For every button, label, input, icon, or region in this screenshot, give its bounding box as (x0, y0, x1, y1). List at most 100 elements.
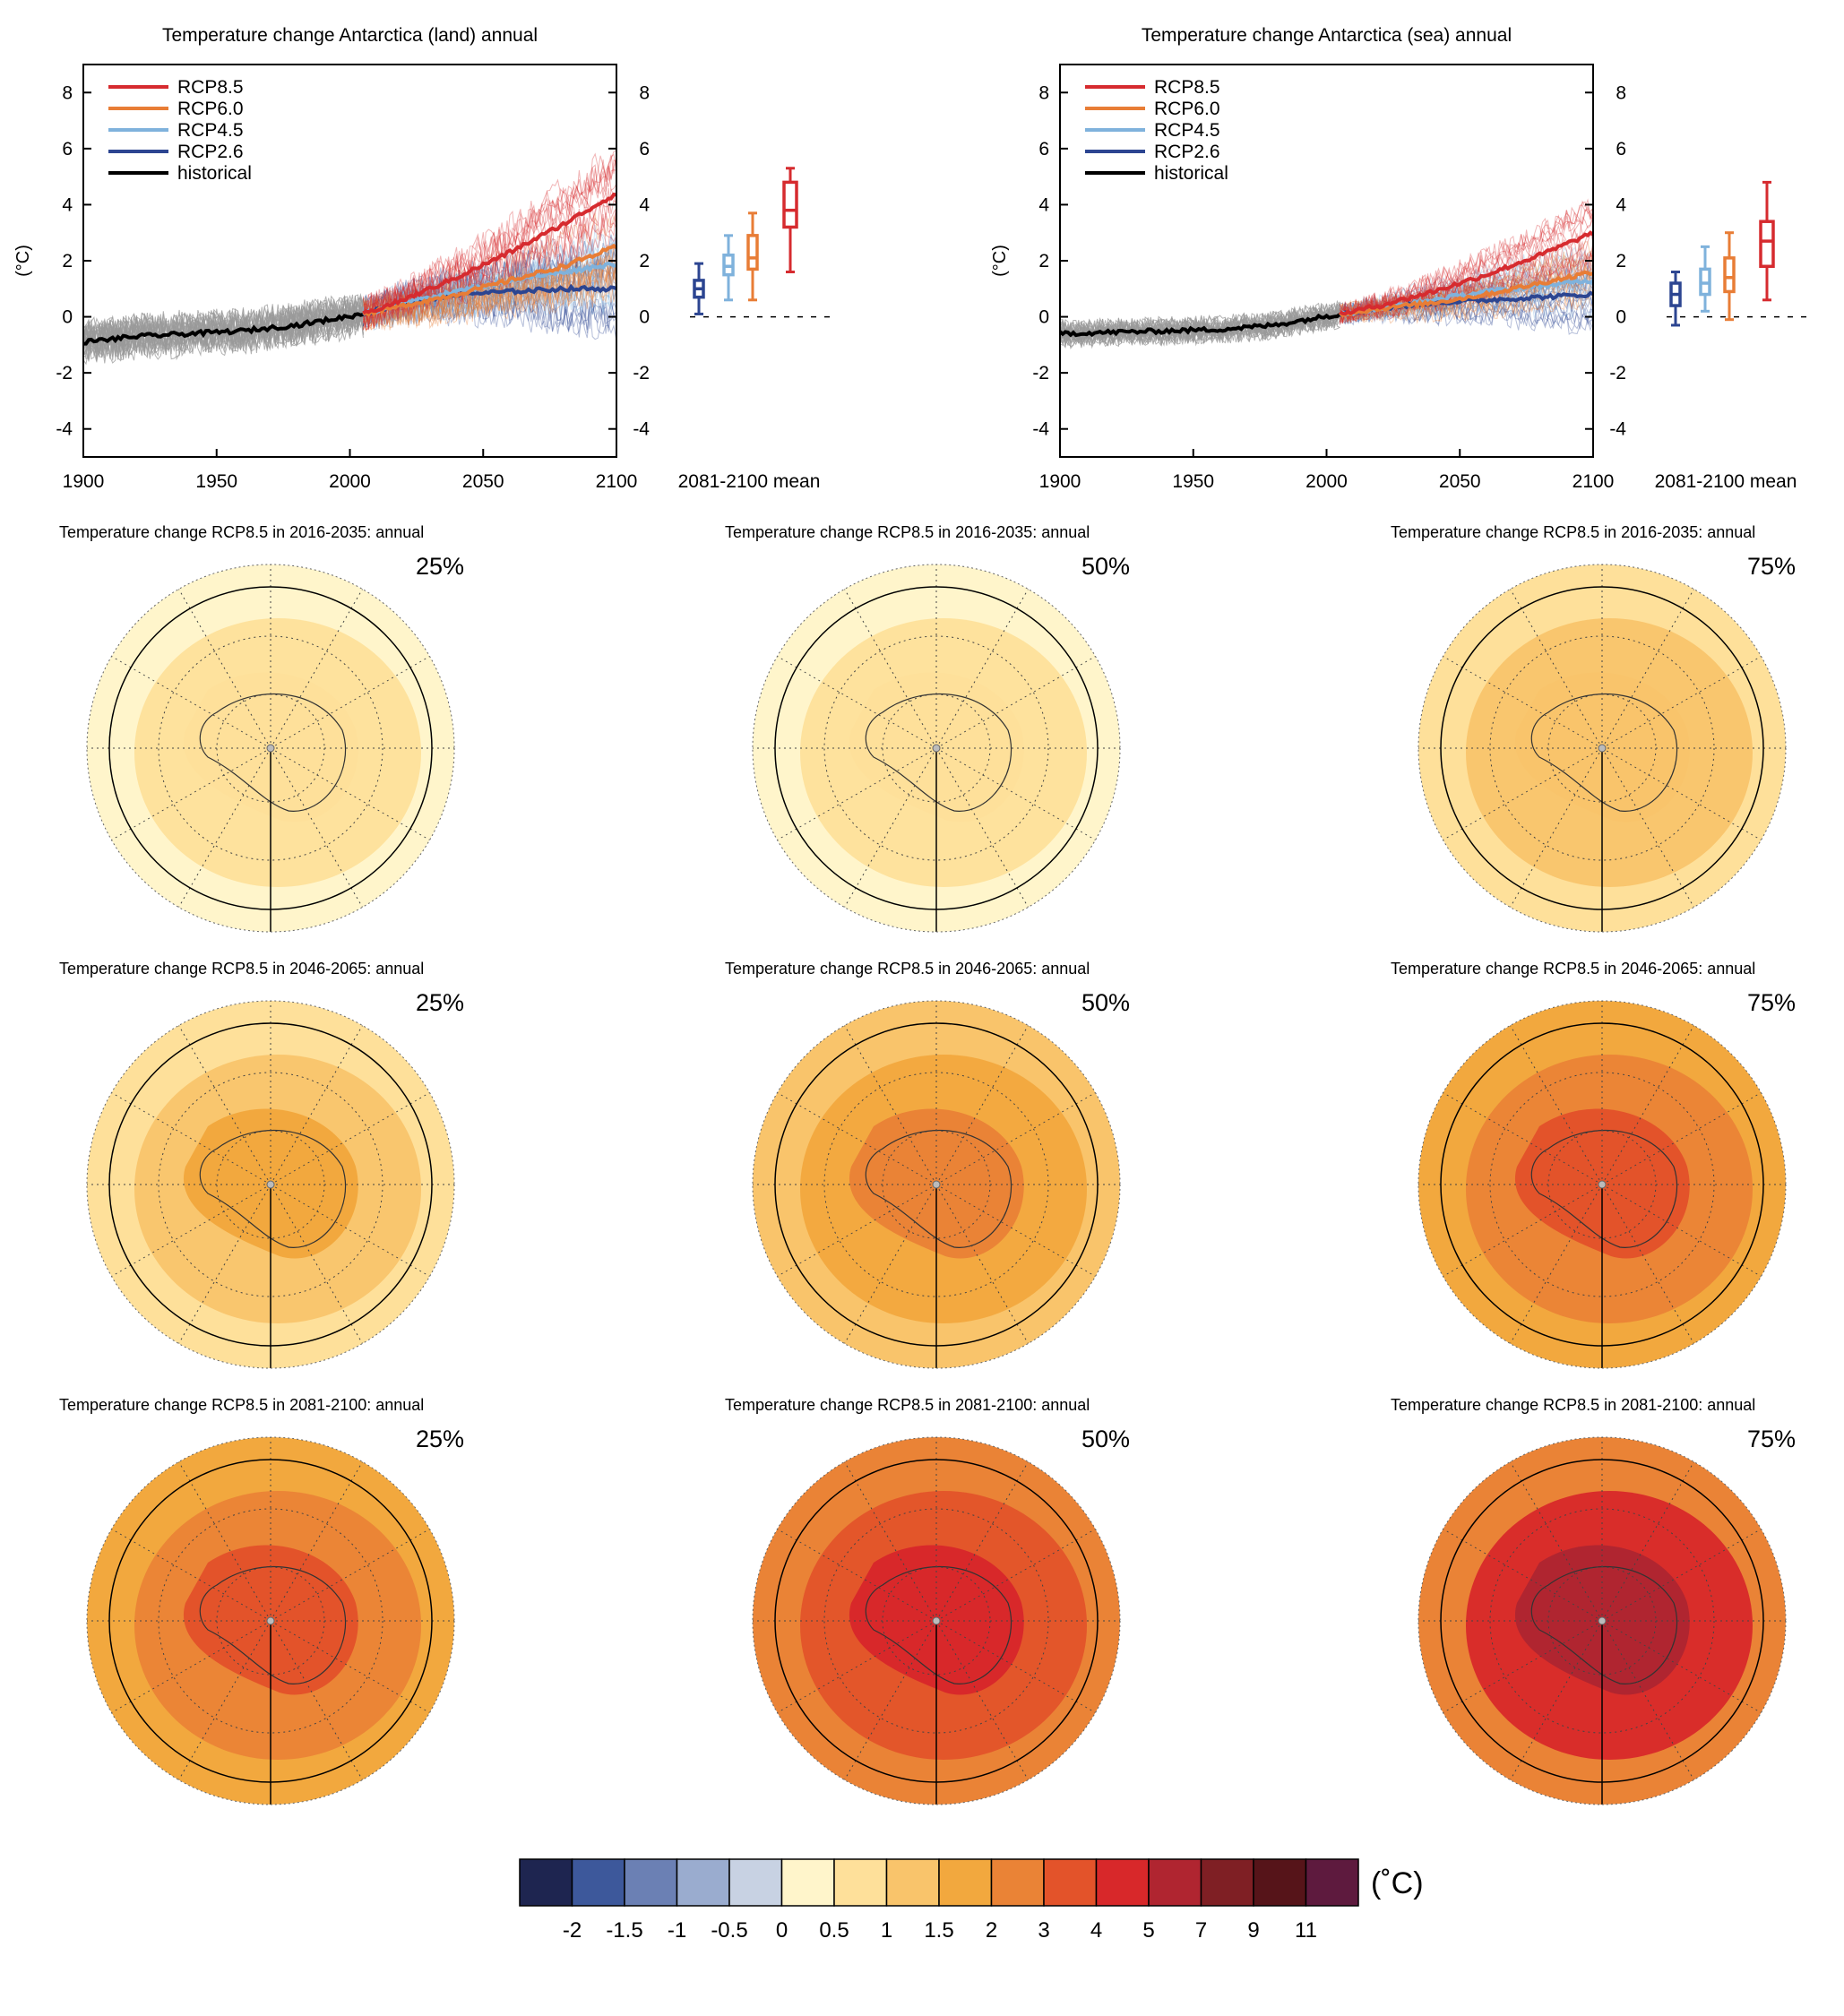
meridian-line (935, 1620, 1029, 1780)
model-line-rcp60 (362, 254, 616, 326)
meridian-line (935, 1184, 1096, 1277)
reference-circle (108, 1459, 433, 1783)
colorbar-label: 9 (1247, 1918, 1259, 1943)
y-tick-label-right: 2 (639, 251, 650, 271)
map-panel: Temperature change RCP8.5 in 2016-2035: … (1331, 506, 1844, 945)
meridian-line (111, 1620, 271, 1713)
y-tick-label-right: -2 (633, 363, 650, 383)
meridian-line (1510, 1461, 1603, 1622)
meridian-line (111, 656, 271, 749)
meridian-line (844, 1620, 937, 1780)
latitude-circle (823, 635, 1049, 861)
y-axis-label: (°C) (13, 245, 33, 277)
map-percentile: 25% (416, 553, 464, 580)
meridian-line (1443, 656, 1603, 749)
y-tick-label-right: 4 (1616, 194, 1626, 215)
map-border (86, 564, 455, 933)
sea-timeseries-panel: Temperature change Antarctica (sea) annu… (977, 0, 1844, 502)
model-line-rcp85 (363, 153, 616, 324)
pole-marker (932, 1616, 941, 1625)
model-line-historical (1060, 310, 1340, 349)
polar-map: Temperature change RCP8.5 in 2081-2100: … (59, 1396, 464, 1805)
y-tick-label-left: -2 (1032, 363, 1049, 383)
reference-circle (1440, 586, 1764, 910)
model-line-rcp60 (362, 271, 616, 332)
reference-circle (1440, 1459, 1764, 1783)
antarctica-outline (199, 1129, 347, 1248)
meridian-line (777, 656, 937, 749)
antarctica-outline (199, 1565, 347, 1684)
model-line-rcp85 (362, 187, 616, 322)
y-tick-label-right: 0 (1616, 307, 1626, 328)
y-tick-label-left: -4 (1032, 419, 1049, 440)
x-tick-label: 1950 (195, 471, 237, 492)
meridian-line (935, 1620, 1096, 1713)
model-line-rcp26 (1340, 270, 1593, 323)
meridian-line (1601, 747, 1762, 840)
colorbar-label: -0.5 (711, 1918, 747, 1943)
antarctica-outline (1530, 1565, 1678, 1684)
model-line-rcp85 (1339, 205, 1593, 322)
map-border (1417, 1436, 1787, 1805)
meridian-line (777, 747, 937, 840)
meridian-line (844, 589, 937, 749)
model-line-rcp60 (1339, 289, 1593, 323)
y-tick-label-right: 4 (639, 194, 650, 215)
meridian-line (844, 747, 937, 908)
meridian-line (1510, 1025, 1603, 1185)
colorbar-label: 4 (1090, 1918, 1102, 1943)
model-lines (83, 150, 616, 366)
y-tick-label-right: -4 (1609, 419, 1626, 440)
colorbar-label: 1 (881, 1918, 892, 1943)
pole-marker (266, 744, 275, 753)
map-title: Temperature change RCP8.5 in 2016-2035: … (725, 523, 1090, 541)
reference-circle (774, 1459, 1099, 1783)
model-line-rcp85 (362, 157, 616, 331)
meridian-line (844, 1461, 937, 1622)
pole-marker (932, 1180, 941, 1189)
x-tick-label: 2050 (462, 471, 504, 492)
model-line-rcp85 (363, 168, 616, 327)
polar-map: Temperature change RCP8.5 in 2081-2100: … (725, 1396, 1130, 1805)
model-line-rcp26 (1339, 302, 1593, 332)
meridian-line (935, 747, 1096, 840)
y-tick-label-right: 0 (639, 307, 650, 328)
model-line-rcp45 (362, 262, 616, 328)
model-line-rcp85 (1340, 248, 1593, 323)
model-line-rcp45 (1339, 257, 1593, 318)
polar-map: Temperature change RCP8.5 in 2081-2100: … (1391, 1396, 1796, 1805)
model-line-rcp26 (362, 289, 616, 333)
model-line-rcp26 (1339, 301, 1593, 330)
meridian-line (935, 1092, 1096, 1185)
model-line-rcp85 (1339, 252, 1593, 323)
meridian-line (178, 1025, 271, 1185)
colorbar-label: 2 (986, 1918, 997, 1943)
colorbar: -2 -1.5 -1 -0.5 0 0.5 1 1.5 2 3 4 5 7 9 11 (˚C) (502, 1846, 1452, 1980)
map-percentile: 75% (1747, 989, 1796, 1016)
box-iqr (1723, 256, 1736, 294)
meridian-line (935, 589, 1029, 749)
mean-line-rcp85 (1339, 230, 1593, 316)
latitude-circle (158, 1072, 383, 1297)
model-line-rcp26 (362, 256, 616, 318)
antarctica-outline (865, 1129, 1012, 1248)
map-percentile: 75% (1747, 553, 1796, 580)
model-line-rcp60 (362, 271, 616, 331)
x-tick-label: 2000 (1305, 471, 1348, 492)
colorbar-swatch (833, 1858, 888, 1907)
antarctica-outline (1530, 693, 1678, 812)
model-line-rcp26 (362, 289, 616, 340)
polar-map: Temperature change RCP8.5 in 2046-2065: … (59, 960, 464, 1369)
y-tick-label-right: 2 (1616, 251, 1626, 271)
x-tick-label: 2100 (596, 471, 638, 492)
meridian-line (270, 1529, 430, 1622)
model-line-rcp45 (1340, 297, 1593, 323)
model-line-rcp60 (1339, 271, 1593, 323)
meridian-line (1601, 1184, 1762, 1277)
antarctica-outline (865, 693, 1012, 812)
chart-title: Temperature change Antarctica (sea) annu… (1142, 25, 1512, 46)
map-border (1417, 1000, 1787, 1369)
meridian-line (777, 1620, 937, 1713)
colorbar-swatch (624, 1858, 678, 1907)
pole-marker (1598, 744, 1607, 753)
